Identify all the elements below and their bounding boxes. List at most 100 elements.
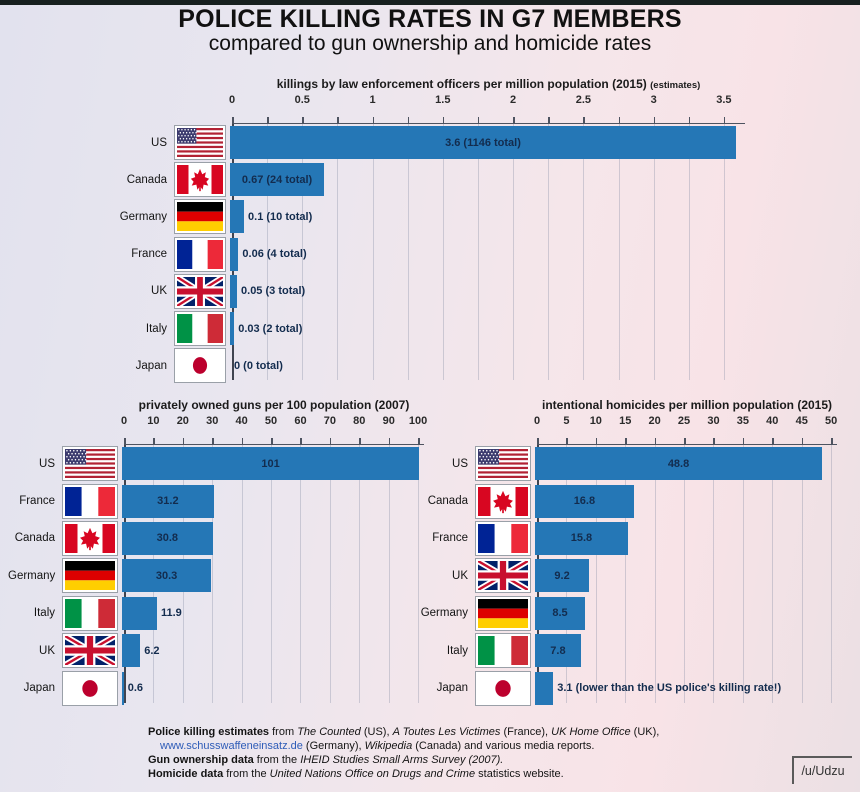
chart-title: killings by law enforcement officers per… (232, 77, 745, 94)
chart-gun-ownership: privately owned guns per 100 population … (8, 398, 428, 707)
axis-tick (372, 117, 375, 124)
chart-title: privately owned guns per 100 population … (124, 398, 424, 415)
gridline (654, 445, 656, 703)
jp-flag-icon (174, 348, 226, 384)
axis-tick (831, 438, 833, 445)
bar-cell: 7.8 (535, 632, 858, 669)
source-text: (US), (360, 726, 393, 738)
axis-tick (302, 117, 304, 124)
source-note-line: Police killing estimates from The Counte… (148, 726, 748, 740)
bar-germany (122, 559, 212, 593)
country-label: Japan (135, 359, 167, 372)
axis-tick-label: 30 (206, 415, 219, 427)
value-label: 8.5 (552, 607, 568, 620)
bar-cell: 0.03 (2 total) (230, 310, 750, 347)
axis-tick (388, 438, 391, 445)
it-flag-icon (174, 311, 226, 347)
gridline (831, 445, 833, 703)
watermark-text: /u/Udzu (801, 764, 845, 778)
page-title: POLICE KILLING RATES IN G7 MEMBERS (178, 5, 682, 33)
axis-tick (329, 438, 332, 445)
chart-homicides: intentional homicides per million popula… (420, 398, 858, 707)
axis-tick (688, 117, 691, 124)
source-text: (France), (500, 726, 552, 738)
axis-tick-label: 3.5 (716, 94, 732, 106)
source-text: (UK), (630, 726, 660, 738)
chart-row-germany: Germany 0.1 (10 total) (60, 198, 750, 235)
axis-tick (548, 117, 550, 124)
source-notes: Police killing estimates from The Counte… (148, 726, 748, 782)
gridline (618, 124, 620, 381)
top-edge-strip (0, 0, 860, 5)
axis-tick-label: 1 (369, 94, 376, 106)
axis-tick (566, 438, 568, 445)
chart-title: intentional homicides per million popula… (537, 398, 837, 415)
axis-tick-label: 30 (707, 415, 720, 427)
chart-row-uk: UK 0.05 (3 total) (60, 273, 750, 310)
axis-tick-label: 100 (408, 415, 428, 427)
gridline (302, 124, 304, 381)
source-text: statistics website. (475, 767, 564, 780)
gridline (713, 445, 715, 703)
bar-cell: 16.8 (535, 482, 858, 519)
axis-tick-label: 2 (510, 94, 517, 106)
axis-tick (407, 117, 410, 124)
source-text: Wikipedia (364, 739, 413, 752)
chart-row-us: US 48.8 (420, 445, 858, 482)
country-label: Canada (126, 173, 167, 186)
country-label: France (131, 248, 167, 261)
chart-title-text: intentional homicides per million popula… (541, 398, 833, 412)
axis-tick-label: 0 (228, 94, 236, 106)
axis-tick (271, 438, 273, 445)
bar-cell: 3.6 (1146 total) (230, 124, 750, 161)
source-text: (Canada) and various media reports. (412, 739, 595, 752)
axis-line (124, 443, 424, 445)
source-note-line: www.schusswaffeneinsatz.de (Germany), Wi… (148, 740, 748, 754)
axis-tick-label: 50 (824, 415, 838, 427)
source-text: Police killing estimates (148, 726, 270, 738)
gridline (723, 124, 725, 381)
source-text: (Germany), (302, 739, 365, 752)
bar-cell: 0 (0 total) (230, 347, 750, 384)
jp-flag-icon (62, 670, 118, 706)
axis-tick-label: 20 (648, 415, 661, 427)
country-label: Italy (446, 644, 468, 657)
chart-row-canada: Canada 0.67 (24 total) (60, 161, 750, 198)
axis-tick-label: 0.5 (294, 94, 310, 106)
axis-tick-label: 0 (120, 415, 128, 427)
value-label: 9.2 (554, 569, 570, 582)
bar-uk (122, 634, 141, 668)
bar-canada (230, 163, 325, 197)
value-label: 11.9 (161, 607, 182, 620)
bar-france (535, 521, 628, 555)
axis-tick-label: 50 (264, 415, 278, 427)
gridline (653, 124, 655, 381)
value-label: 6.2 (144, 644, 160, 657)
country-label: UK (151, 285, 167, 298)
axis-tick (537, 438, 539, 445)
axis-tick-label: 70 (323, 415, 336, 427)
axis-tick (513, 117, 515, 124)
gridline (801, 445, 803, 703)
value-label: 30.8 (156, 532, 178, 545)
country-label: Japan (436, 682, 468, 695)
axis-tick (595, 438, 598, 445)
country-label: Italy (33, 607, 55, 620)
chart-row-france: France 31.2 (8, 482, 428, 519)
source-text: from (269, 726, 298, 738)
gridline (271, 445, 273, 703)
value-label: 0.1 (10 total) (248, 210, 313, 223)
gridline (359, 445, 361, 703)
us-flag-icon (62, 446, 118, 482)
x-axis: 0 5 10 15 20 25 30 35 40 45 50 (534, 415, 838, 445)
source-link[interactable]: www.schusswaffeneinsatz.de (160, 739, 303, 752)
gridline (742, 445, 744, 703)
country-label: Canada (427, 495, 468, 508)
axis-tick (801, 438, 804, 445)
country-label: Japan (23, 682, 55, 695)
watermark: /u/Udzu (792, 756, 852, 784)
source-text: from the (223, 767, 270, 780)
value-label: 0.6 (127, 682, 144, 695)
bar-cell: 11.9 (122, 595, 428, 632)
axis-tick-label: 3 (650, 94, 657, 106)
